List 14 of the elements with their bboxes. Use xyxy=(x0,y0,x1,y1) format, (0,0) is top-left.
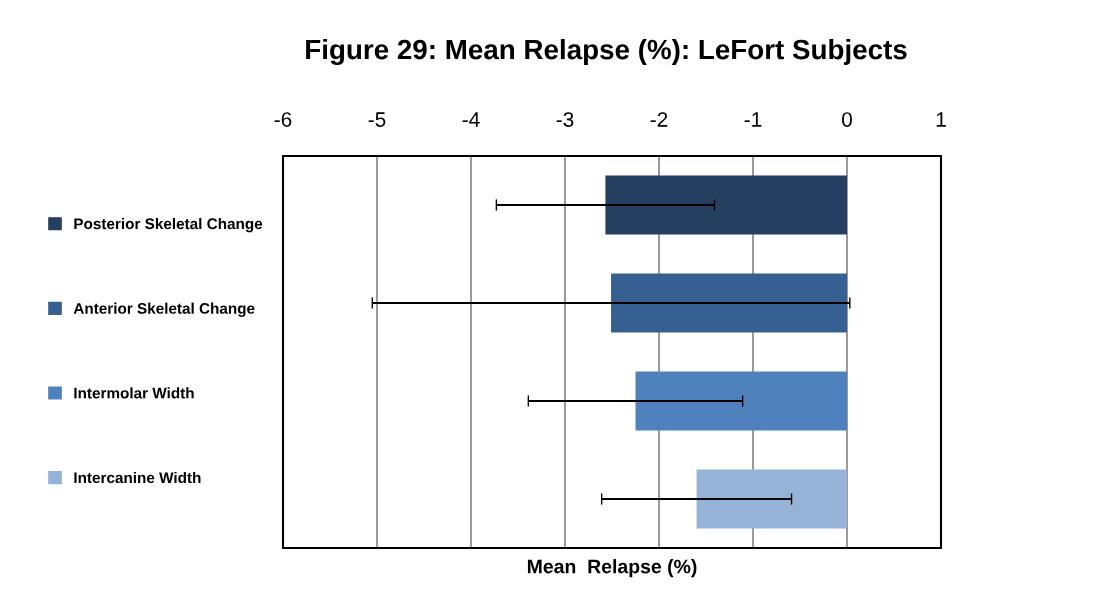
chart-title: Figure 29: Mean Relapse (%): LeFort Subjects xyxy=(306,38,907,66)
x-tick-label: 0 xyxy=(842,112,852,127)
legend-label: Intermolar Width xyxy=(74,387,194,399)
x-axis-title: Mean Relapse (%) xyxy=(527,559,697,578)
legend-label: Intercanine Width xyxy=(74,471,201,484)
x-tick-label: -2 xyxy=(650,112,668,127)
x-tick-label: 1 xyxy=(936,112,946,127)
x-tick-label: -6 xyxy=(274,112,292,127)
legend-label: Posterior Skeletal Change xyxy=(74,217,263,233)
x-tick-label: -5 xyxy=(368,112,386,127)
legend-label: Anterior Skeletal Change xyxy=(73,302,255,317)
x-tick-label: -3 xyxy=(556,112,574,127)
x-tick-label: -4 xyxy=(462,112,480,127)
x-tick-label: -1 xyxy=(744,112,762,127)
